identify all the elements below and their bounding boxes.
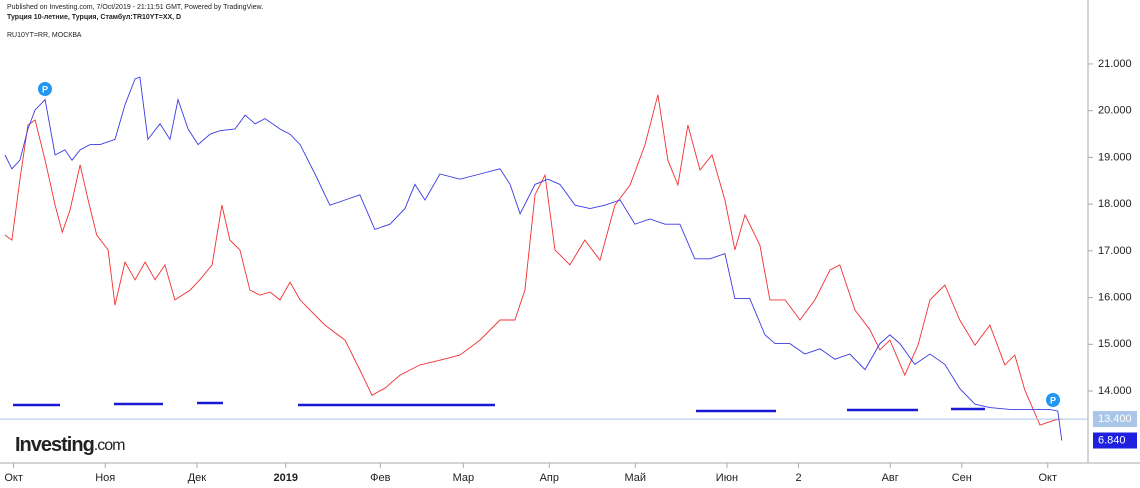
x-tick-label: Авг — [882, 472, 899, 484]
x-tick-label: Окт — [4, 472, 23, 484]
event-marker — [1046, 393, 1060, 407]
last-value-label: 13.400 — [1098, 413, 1132, 425]
last-value-tag — [1093, 432, 1137, 449]
last-value-tag — [1093, 411, 1137, 428]
event-marker-label: P — [42, 84, 48, 94]
event-marker-label: P — [1050, 395, 1056, 405]
x-tick-label: Окт — [1038, 472, 1057, 484]
logo-text: Investing — [15, 434, 94, 456]
y-tick-label: 21.000 — [1098, 58, 1132, 70]
x-tick-label: 2019 — [274, 472, 298, 484]
x-tick-label: Мар — [453, 472, 475, 484]
event-marker — [38, 82, 52, 96]
y-tick-label: 15.000 — [1098, 338, 1132, 350]
x-tick-label: Дек — [188, 472, 207, 484]
x-tick-label: Май — [624, 472, 646, 484]
x-tick-label: Фев — [370, 472, 390, 484]
series-line — [4, 94, 1062, 426]
y-tick-label: 16.000 — [1098, 291, 1132, 303]
logo: Investing.com — [15, 434, 125, 456]
x-tick-label: Апр — [540, 472, 559, 484]
x-tick-label: Июн — [716, 472, 738, 484]
x-tick-label: Сен — [952, 472, 972, 484]
chart-subtitle: RU10YT=RR, МОСКВА — [7, 32, 82, 39]
last-value-label: 6.840 — [1098, 434, 1126, 446]
y-tick-label: 17.000 — [1098, 245, 1132, 257]
y-tick-label: 19.000 — [1098, 151, 1132, 163]
x-tick-label: Ноя — [95, 472, 115, 484]
y-tick-label: 14.000 — [1098, 385, 1132, 397]
chart-title: Турция 10-летние, Турция, Стамбул:TR10YT… — [7, 13, 181, 21]
logo-suffix: .com — [94, 437, 125, 454]
published: Published on Investing.com, 7/Oct/2019 -… — [7, 4, 263, 11]
y-tick-label: 18.000 — [1098, 198, 1132, 210]
x-tick-label: 2 — [795, 472, 801, 484]
y-tick-label: 20.000 — [1098, 105, 1132, 117]
event-lines — [13, 401, 985, 413]
series-line — [4, 76, 1063, 441]
